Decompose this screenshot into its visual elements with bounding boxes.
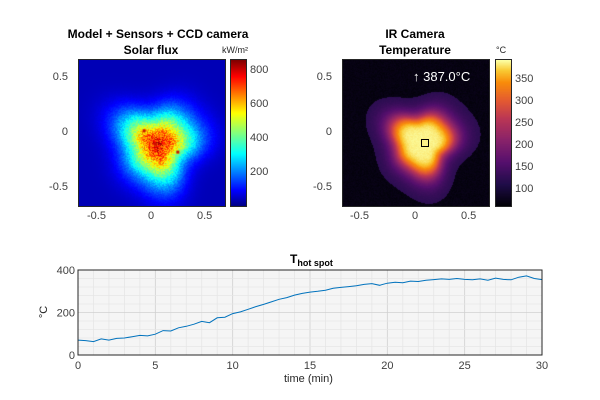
max-temperature-annotation: ↑ 387.0°C [413, 69, 471, 84]
right-xtick: 0 [412, 210, 419, 222]
left-colorbar-unit: kW/m² [222, 45, 248, 55]
right-ytick: -0.5 [313, 181, 332, 193]
y-tick-label: 400 [57, 265, 75, 277]
right-plot-subtitle: Temperature [379, 43, 451, 57]
x-tick-label: 10 [227, 360, 239, 372]
left-xtick: 0 [148, 210, 155, 222]
line-chart-title-main: T [290, 252, 298, 266]
right-colorbar-tick: 100 [515, 183, 534, 195]
x-axis-label: time (min) [284, 373, 333, 385]
right-xtick: 0.5 [461, 210, 477, 222]
hot-spot-temperature-line [77, 275, 543, 343]
temperature-heatmap [342, 59, 490, 207]
y-tick-label: 0 [69, 350, 75, 362]
right-colorbar-tick: 300 [515, 95, 534, 107]
left-ytick: -0.5 [49, 181, 68, 193]
left-xtick: 0.5 [197, 210, 213, 222]
right-ytick: 0 [325, 126, 332, 138]
temperature-colorbar [495, 59, 512, 207]
left-ytick: 0 [61, 126, 68, 138]
line-chart-title-sub: hot spot [297, 258, 333, 268]
hot-spot-marker [421, 139, 429, 147]
left-colorbar-tick: 400 [250, 132, 269, 144]
right-plot-title: IR Camera [385, 27, 445, 41]
right-colorbar-tick: 200 [515, 139, 534, 151]
grid-lines [77, 269, 543, 356]
left-xtick: -0.5 [87, 210, 106, 222]
left-plot-title: Model + Sensors + CCD camera [67, 27, 249, 41]
x-tick-label: 20 [381, 360, 393, 372]
tick-labels: 0 5 10 15 20 25 30 0 200 400 [57, 265, 548, 372]
y-tick-label: 200 [57, 308, 75, 320]
plot-frame [77, 269, 543, 356]
left-plot-subtitle: Solar flux [123, 43, 179, 57]
line-chart-title: Thot spot [290, 252, 333, 268]
x-tick-label: 25 [459, 360, 471, 372]
left-ytick: 0.5 [52, 71, 68, 83]
y-axis-label: °C [38, 305, 51, 319]
x-tick-label: 15 [304, 360, 316, 372]
left-colorbar-tick: 600 [250, 98, 269, 110]
left-colorbar-tick: 200 [250, 166, 269, 178]
right-colorbar-tick: 350 [515, 73, 534, 85]
right-colorbar-unit: °C [496, 45, 507, 55]
solar-flux-heatmap [78, 59, 226, 207]
plot-background [78, 270, 542, 355]
x-tick-label: 30 [536, 360, 548, 372]
x-tick-label: 0 [75, 360, 81, 372]
left-colorbar-tick: 800 [250, 64, 269, 76]
solar-flux-colorbar [230, 59, 247, 207]
right-colorbar-tick: 150 [515, 161, 534, 173]
right-ytick: 0.5 [316, 71, 332, 83]
x-tick-label: 5 [152, 360, 158, 372]
right-colorbar-tick: 250 [515, 117, 534, 129]
right-xtick: -0.5 [350, 210, 369, 222]
